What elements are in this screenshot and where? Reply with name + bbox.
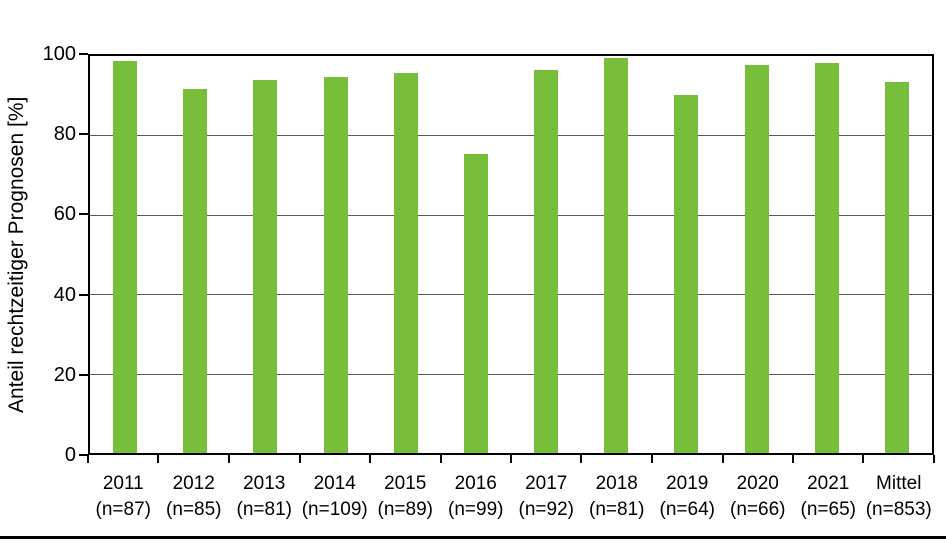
x-label-n-2016: (n=99) [448,499,504,520]
y-tick-label-20: 20 [53,363,76,386]
bar-slot-2017 [511,56,581,453]
bar-Mittel [884,81,909,453]
x-label-year-2012: 2012 [172,473,215,494]
bar-slot-2021 [792,56,862,453]
x-label-n-2011: (n=87) [95,499,151,520]
plot-area [88,54,934,455]
x-tick-9 [721,455,724,463]
y-tick-label-0: 0 [64,444,76,466]
x-axis-labels: 2011 (n=87) 2012 (n=85) 2013 (n=81) 2014 (n=109… [88,471,934,523]
bar-2016 [463,154,488,453]
bar-2017 [534,70,559,453]
x-tick-10 [792,455,794,463]
x-label-2018: 2018 (n=81) [582,471,653,523]
gridline-20 [90,373,932,375]
bar-2018 [604,57,629,453]
y-axis-ticks [79,53,88,456]
bar-slot-2013 [230,56,300,453]
bar-slot-2015 [371,56,441,453]
y-tick-0 [79,454,88,456]
y-tick-20 [79,373,88,376]
x-label-year-2017: 2017 [525,473,568,494]
y-tick-60 [79,213,88,216]
y-tick-100 [79,53,88,55]
bar-slot-2012 [160,56,230,453]
x-label-n-2018: (n=81) [589,499,645,520]
bar-2021 [814,63,839,453]
x-label-year-2014: 2014 [313,473,356,494]
x-label-2016: 2016 (n=99) [441,471,512,523]
y-tick-label-80: 80 [53,123,76,146]
x-tick-12 [933,455,935,463]
x-label-n-2017: (n=92) [518,499,574,520]
x-tick-1 [157,455,160,463]
bar-2019 [674,95,699,453]
y-tick-label-40: 40 [53,283,76,306]
x-label-2011: 2011 (n=87) [88,471,159,523]
x-tick-7 [580,455,583,463]
x-label-year-2019: 2019 [666,473,709,494]
y-axis-labels: 0 20 40 60 80 100 [0,44,76,465]
x-tick-11 [862,455,865,463]
x-label-2020: 2020 (n=66) [723,471,794,523]
x-label-year-2013: 2013 [243,473,286,494]
x-label-2017: 2017 (n=92) [511,471,582,523]
gridline-60 [90,214,932,216]
x-label-Mittel: Mittel (n=853) [864,471,935,523]
x-label-n-2013: (n=81) [236,499,292,520]
y-tick-40 [79,293,88,296]
x-label-n-2014: (n=109) [301,499,368,520]
bar-2013 [253,80,278,453]
y-tick-label-100: 100 [42,43,76,65]
bar-slot-2014 [301,56,371,453]
x-label-2013: 2013 (n=81) [229,471,300,523]
x-tick-0 [87,455,89,463]
x-label-2019: 2019 (n=64) [652,471,723,523]
x-label-n-2020: (n=66) [730,499,786,520]
x-tick-6 [510,455,512,463]
bar-2011 [113,61,138,453]
bars-layer [90,56,932,453]
x-tick-5 [439,455,442,463]
x-tick-8 [650,455,653,463]
x-label-year-2015: 2015 [384,473,427,494]
bar-slot-2018 [581,56,651,453]
bar-slot-Mittel [862,56,932,453]
y-tick-label-60: 60 [53,203,76,226]
bar-2015 [393,73,418,453]
x-label-year-2021: 2021 [807,473,850,494]
bottom-divider-line [0,536,946,539]
gridline-40 [90,294,932,296]
x-label-2021: 2021 (n=65) [793,471,864,523]
bar-slot-2011 [90,56,160,453]
bar-2012 [183,88,208,453]
x-label-n-2012: (n=85) [166,499,222,520]
x-label-n-2019: (n=64) [659,499,715,520]
x-tick-3 [298,455,301,463]
x-label-2012: 2012 (n=85) [159,471,230,523]
x-label-year-2011: 2011 [102,473,144,494]
x-label-year-2020: 2020 [736,473,779,494]
x-tick-4 [368,455,371,463]
x-tick-2 [227,455,230,463]
x-axis-ticks [87,455,935,463]
bar-slot-2016 [441,56,511,453]
x-label-2014: 2014 (n=109) [300,471,371,523]
x-label-n-2015: (n=89) [377,499,433,520]
x-label-year-2018: 2018 [595,473,638,494]
x-label-n-2021: (n=65) [800,499,856,520]
x-label-2015: 2015 (n=89) [370,471,441,523]
x-label-year-2016: 2016 [454,473,497,494]
x-label-n-Mittel: (n=853) [865,499,932,520]
bar-slot-2020 [722,56,792,453]
bar-2020 [744,64,769,453]
bar-slot-2019 [651,56,721,453]
gridline-80 [90,135,932,137]
x-label-year-Mittel: Mittel [876,473,922,494]
y-tick-80 [79,133,88,136]
bar-2014 [323,77,348,453]
